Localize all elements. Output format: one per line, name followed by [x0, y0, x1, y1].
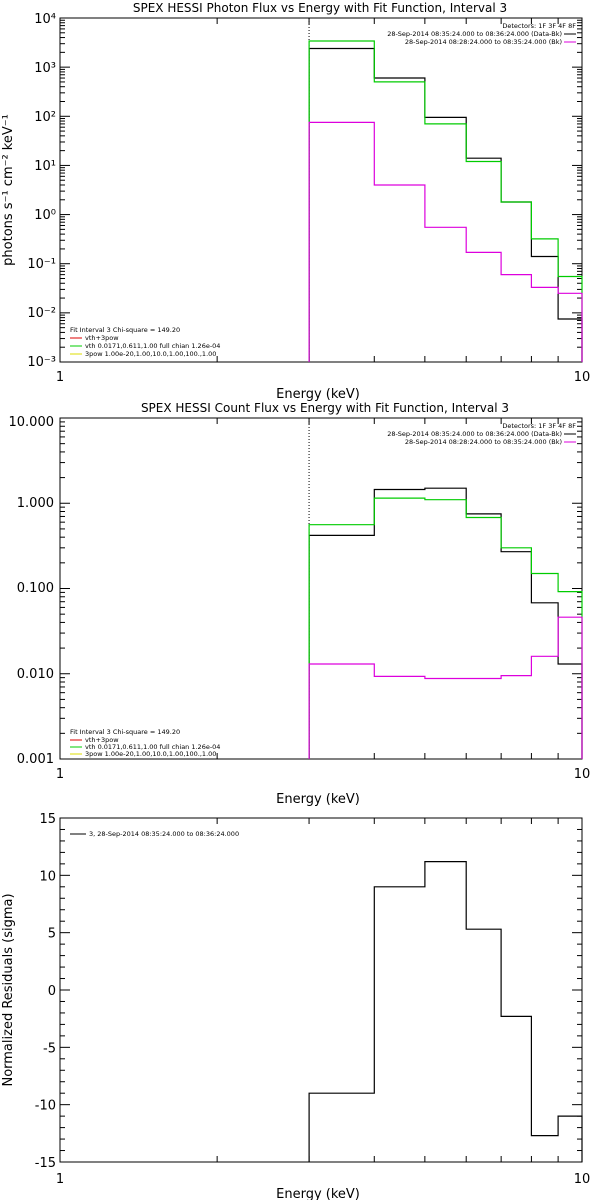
- legend-entry-label: vth+3pow: [85, 334, 119, 342]
- x-axis-ticks: 1 10: [56, 767, 590, 782]
- legend-header: Fit Interval 3 Chi-square = 149.20: [70, 326, 180, 334]
- series-step-line: [308, 861, 583, 1162]
- legend-bottom-left: Fit Interval 3 Chi-square = 149.20 vth+3…: [70, 326, 220, 358]
- photon-flux-panel: SPEX HESSI Photon Flux vs Energy with Fi…: [1, 1, 590, 402]
- y-axis-label: photons s⁻¹ cm⁻² keV⁻¹: [1, 114, 16, 266]
- y-tick-label: 10³: [34, 61, 56, 76]
- x-tick-label: 10: [574, 370, 591, 385]
- y-tick-label: 10⁻³: [27, 355, 56, 370]
- series-step-line: [308, 497, 583, 759]
- chart-title: SPEX HESSI Count Flux vs Energy with Fit…: [141, 401, 509, 415]
- x-tick-label: 1: [56, 767, 64, 782]
- y-tick-label: -5: [43, 1041, 56, 1056]
- x-tick-label: 10: [574, 767, 591, 782]
- series-step-line: [308, 616, 583, 759]
- legend-top-right: Detectors: 1F 3F 4F 8F 28-Sep-2014 08:35…: [387, 422, 576, 446]
- legend-entry-label: 28-Sep-2014 08:28:24.000 to 08:35:24.000…: [405, 438, 562, 446]
- plot-frame: [59, 17, 583, 363]
- x-axis-ticks: 1 10: [56, 370, 590, 385]
- legend-bottom-left: Fit Interval 3 Chi-square = 149.20 vth+3…: [70, 728, 220, 758]
- y-tick-label: 10: [39, 869, 56, 884]
- legend-entry-label: 3pow 1.00e-20,1.00,10.0,1.00,100.,1.00: [85, 750, 216, 758]
- legend-header: Detectors: 1F 3F 4F 8F: [502, 22, 576, 30]
- legend-entry-label: 28-Sep-2014 08:35:24.000 to 08:36:24.000…: [387, 430, 562, 438]
- legend-top-left: 3, 28-Sep-2014 08:35:24.000 to 08:36:24.…: [70, 830, 239, 838]
- y-tick-label: 10⁻¹: [27, 257, 56, 272]
- x-axis-ticks: 1 10: [56, 1172, 590, 1187]
- residuals-panel: 1 10 Energy (keV) Normalized Residuals (…: [1, 812, 590, 1200]
- x-axis-label: Energy (keV): [276, 387, 360, 402]
- x-axis-label: Energy (keV): [276, 1187, 360, 1200]
- y-axis-label: Normalized Residuals (sigma): [1, 893, 16, 1086]
- plot-marks: [60, 417, 583, 760]
- x-tick-label: 10: [574, 1172, 591, 1187]
- x-tick-label: 1: [56, 1172, 64, 1187]
- legend-header: Fit Interval 3 Chi-square = 149.20: [70, 728, 180, 736]
- y-tick-label: 5: [48, 927, 56, 942]
- x-axis-label: Energy (keV): [276, 792, 360, 807]
- series-step-line: [308, 40, 583, 362]
- legend-entry-label: 3, 28-Sep-2014 08:35:24.000 to 08:36:24.…: [89, 830, 239, 838]
- y-tick-label: 10⁴: [34, 12, 56, 27]
- y-tick-label: 10⁰: [34, 208, 56, 223]
- y-tick-label: 10²: [34, 110, 56, 125]
- plot-marks: [60, 817, 583, 1163]
- y-tick-label: 0.010: [17, 667, 54, 682]
- y-axis-ticks: 0.001 0.010 0.100 1.000 10.000: [9, 415, 55, 767]
- y-tick-label: 1.000: [17, 496, 54, 511]
- legend-entry-label: 28-Sep-2014 08:35:24.000 to 08:36:24.000…: [387, 30, 562, 38]
- y-tick-label: -15: [35, 1156, 56, 1171]
- legend-top-right: Detectors: 1F 3F 4F 8F 28-Sep-2014 08:35…: [387, 22, 576, 46]
- plot-marks: [60, 17, 583, 363]
- y-axis-ticks: 10⁻³ 10⁻² 10⁻¹ 10⁰ 10¹ 10² 10³ 10⁴: [27, 12, 56, 370]
- series-step-line: [308, 121, 583, 362]
- legend-entry-label: 28-Sep-2014 08:28:24.000 to 08:35:24.000…: [405, 38, 562, 46]
- y-tick-label: 0.001: [17, 752, 54, 767]
- y-tick-label: 0.100: [17, 581, 54, 596]
- y-axis-ticks: -15 -10 -5 0 5 10 15: [35, 812, 56, 1171]
- x-tick-label: 1: [56, 370, 64, 385]
- y-tick-label: 15: [39, 812, 56, 827]
- legend-header: Detectors: 1F 3F 4F 8F: [502, 422, 576, 430]
- count-flux-panel: SPEX HESSI Count Flux vs Energy with Fit…: [9, 401, 591, 807]
- legend-entry-label: vth 0.0171,0.611,1.00 full chian 1.26e-0…: [85, 743, 220, 751]
- legend-entry-label: vth 0.0171,0.611,1.00 full chian 1.26e-0…: [85, 342, 220, 350]
- legend-entry-label: 3pow 1.00e-20,1.00,10.0,1.00,100.,1.00: [85, 350, 216, 358]
- y-tick-label: 0: [48, 984, 56, 999]
- chart-title: SPEX HESSI Photon Flux vs Energy with Fi…: [133, 1, 507, 15]
- y-tick-label: 10⁻²: [27, 306, 56, 321]
- legend-entry-label: vth+3pow: [85, 736, 119, 744]
- y-tick-label: 10¹: [34, 159, 56, 174]
- y-tick-label: -10: [35, 1099, 56, 1114]
- y-tick-label: 10.000: [9, 415, 55, 430]
